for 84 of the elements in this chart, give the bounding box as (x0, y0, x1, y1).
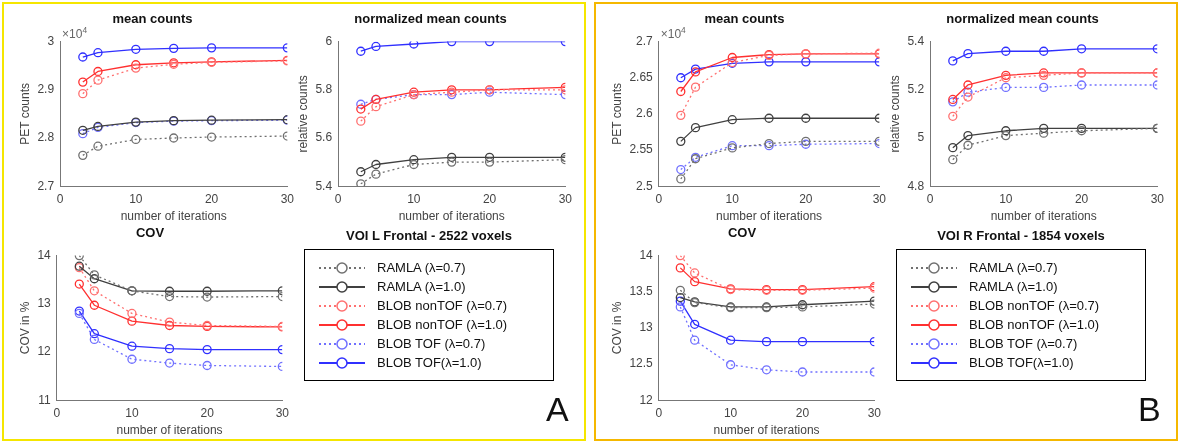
legend-label: BLOB nonTOF (λ=1.0) (377, 317, 508, 332)
y-tick-label: 14 (37, 247, 52, 262)
x-tick-label: 20 (1074, 191, 1089, 206)
chart-title: COV (135, 225, 165, 241)
y-axis-title: COV in % (609, 301, 624, 355)
x-tick-label: 0 (655, 405, 663, 420)
x-tick-label: 20 (204, 191, 219, 206)
x-axis-title: number of iterations (398, 209, 505, 224)
y-tick-label: 2.8 (37, 130, 55, 145)
y-axis-title: relative counts (295, 75, 310, 153)
x-tick-label: 0 (334, 191, 342, 206)
y-axis-title: relative counts (887, 75, 902, 153)
y-tick-label: 12 (37, 344, 52, 359)
x-tick-label: 30 (867, 405, 882, 420)
y-tick-label: 5.6 (315, 130, 333, 145)
legend-label: RAMLA (λ=1.0) (377, 279, 466, 294)
legend-title: VOI R Frontal - 1854 voxels (936, 228, 1106, 243)
x-tick-label: 20 (200, 405, 215, 420)
y-axis-title: COV in % (17, 301, 32, 355)
y-tick-label: 11 (38, 392, 52, 407)
y-tick-label: 5 (917, 130, 925, 145)
y-tick-label: 13 (639, 320, 654, 335)
x-tick-label: 0 (655, 191, 663, 206)
chart-title: normalized mean counts (354, 11, 507, 27)
x-tick-label: 30 (872, 191, 887, 206)
x-tick-label: 10 (723, 405, 738, 420)
legend-title: VOI L Frontal - 2522 voxels (345, 228, 513, 243)
legend-label: BLOB TOF(λ=1.0) (969, 355, 1074, 370)
x-tick-label: 30 (558, 191, 573, 206)
legend-label: RAMLA (λ=1.0) (969, 279, 1058, 294)
legend-label: BLOB nonTOF (λ=1.0) (969, 317, 1100, 332)
y-tick-label: 2.55 (629, 142, 654, 157)
y-tick-label: 14 (639, 247, 654, 262)
y-tick-label: 2.65 (629, 70, 654, 85)
y-tick-label: 2.7 (37, 178, 55, 193)
legend-label: BLOB TOF (λ=0.7) (377, 336, 486, 351)
y-axis-title: PET counts (17, 82, 32, 145)
x-axis-title: number of iterations (713, 423, 820, 438)
x-tick-label: 10 (129, 191, 143, 206)
y-tick-label: 5.8 (315, 82, 333, 97)
x-tick-label: 30 (275, 405, 290, 420)
x-axis-title: number of iterations (120, 209, 227, 224)
y-tick-label: 12.5 (629, 356, 654, 371)
legend-label: BLOB TOF (λ=0.7) (969, 336, 1078, 351)
y-tick-label: 13 (37, 296, 52, 311)
x-axis-title: number of iterations (116, 423, 223, 438)
y-tick-label: 6 (325, 33, 333, 48)
y-tick-label: 5.2 (907, 82, 925, 97)
y-tick-label: 4.8 (907, 178, 925, 193)
x-tick-label: 10 (999, 191, 1013, 206)
legend-label: BLOB nonTOF (λ=0.7) (377, 298, 508, 313)
x-axis-title: number of iterations (990, 209, 1097, 224)
x-tick-label: 30 (280, 191, 295, 206)
x-tick-label: 0 (53, 405, 61, 420)
y-tick-label: 13.5 (629, 284, 654, 299)
x-tick-label: 0 (56, 191, 64, 206)
legend-label: BLOB TOF(λ=1.0) (377, 355, 482, 370)
x-tick-label: 30 (1150, 191, 1165, 206)
chart-title: mean counts (112, 11, 193, 27)
y-tick-label: 2.6 (636, 106, 654, 121)
y-tick-label: 3 (47, 33, 55, 48)
text: B (1138, 390, 1161, 428)
y-axis-title: PET counts (609, 82, 624, 145)
x-tick-label: 20 (799, 191, 813, 206)
x-tick-label: 20 (795, 405, 810, 420)
y-tick-label: 5.4 (315, 178, 333, 193)
legend-label: BLOB nonTOF (λ=0.7) (969, 298, 1100, 313)
y-tick-label: 5.4 (907, 33, 925, 48)
y-tick-label: 2.7 (636, 33, 654, 48)
chart-title: normalized mean counts (946, 11, 1099, 27)
x-tick-label: 10 (407, 191, 421, 206)
x-tick-label: 10 (725, 191, 740, 206)
x-tick-label: 20 (482, 191, 497, 206)
y-tick-label: 2.5 (636, 178, 654, 193)
chart-title: COV (727, 225, 757, 241)
text: A (546, 390, 569, 428)
x-tick-label: 10 (125, 405, 139, 420)
chart-title: mean counts (704, 11, 785, 27)
x-tick-label: 0 (926, 191, 934, 206)
x-axis-title: number of iterations (716, 209, 823, 224)
y-tick-label: 2.9 (37, 82, 55, 97)
y-tick-label: 12 (639, 392, 654, 407)
legend-label: RAMLA (λ=0.7) (969, 260, 1058, 275)
legend-label: RAMLA (λ=0.7) (377, 260, 466, 275)
